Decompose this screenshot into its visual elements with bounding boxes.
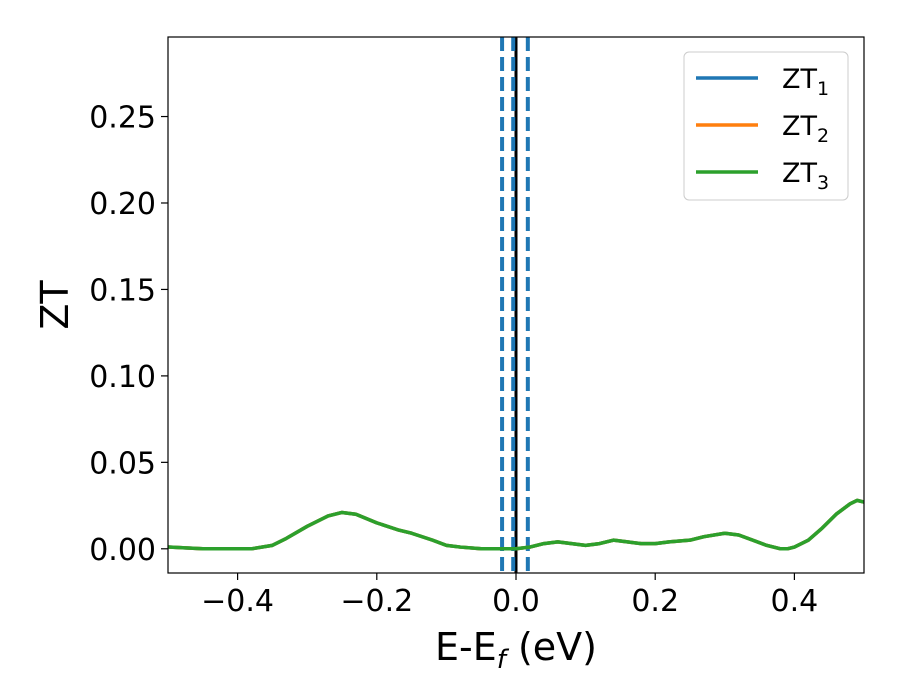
y-tick-label: 0.20 (89, 187, 156, 222)
legend-label-1: ZT1 (782, 64, 829, 100)
y-tick-label: 0.05 (89, 446, 156, 481)
series-line-3 (168, 498, 864, 551)
x-tick-label: 0.2 (631, 584, 679, 619)
y-tick-label: 0.25 (89, 101, 156, 136)
axes: −0.4 −0.2 0.0 0.2 0.4 0.00 0.05 0.10 0.15 0.20 0.2… (33, 36, 865, 675)
x-tick-label: −0.4 (201, 584, 274, 619)
y-tick-label: 0.00 (89, 533, 156, 568)
legend-label-2: ZT2 (782, 111, 829, 147)
x-axis-label: E-Ef (eV) (435, 625, 597, 675)
legend-label-3: ZT3 (782, 158, 829, 194)
y-axis-label: ZT (33, 280, 77, 330)
legend: ZT1 ZT2 ZT3 (683, 51, 849, 201)
x-tick-label: −0.2 (340, 584, 413, 619)
legend-box (683, 51, 849, 201)
plot-area (168, 37, 864, 573)
x-tick-label: 0.0 (492, 584, 540, 619)
x-tick-label: 0.4 (771, 584, 819, 619)
y-tick-label: 0.10 (89, 360, 156, 395)
y-tick-label: 0.15 (89, 273, 156, 308)
